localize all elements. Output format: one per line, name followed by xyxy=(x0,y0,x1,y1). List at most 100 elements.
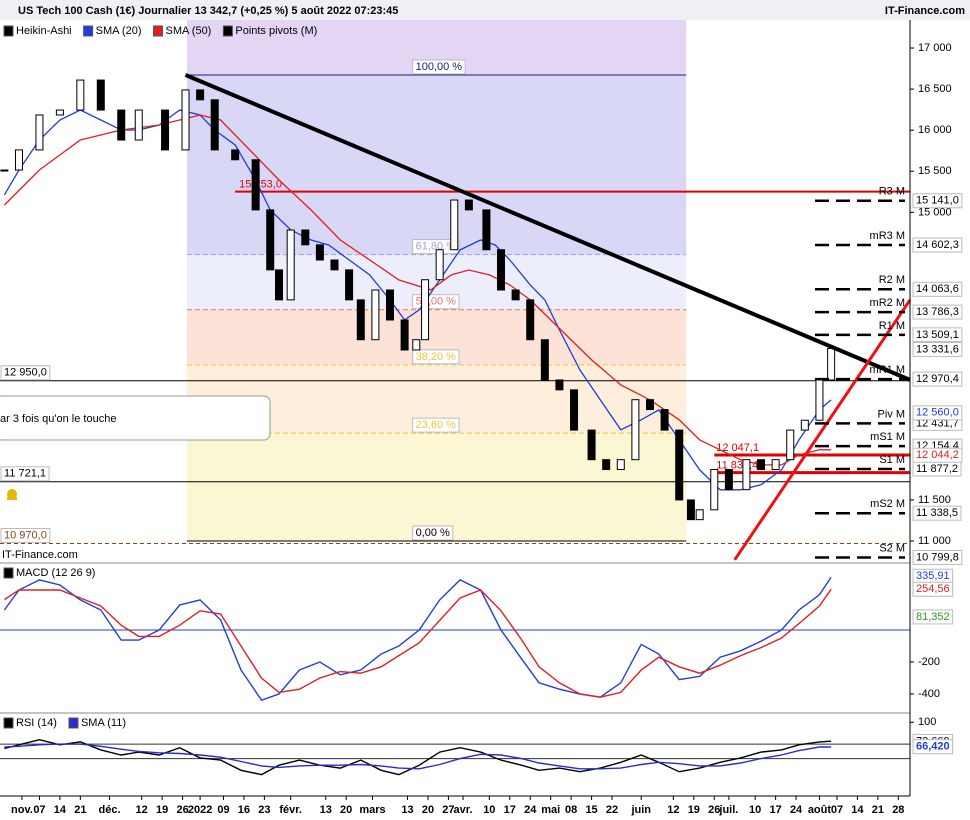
annotation-box xyxy=(0,395,271,441)
value-box: 100,00 % xyxy=(412,59,466,75)
value-box: 66,420 xyxy=(912,739,954,755)
fib-zone xyxy=(186,433,687,542)
candle xyxy=(660,409,669,431)
value-label: 12 950,0 xyxy=(4,367,47,379)
value-box-frame xyxy=(412,417,460,433)
x-tick-label: juin xyxy=(630,804,651,816)
value-box: 335,91 xyxy=(912,568,954,584)
value-label: 10 799,8 xyxy=(916,551,959,563)
value-box-frame xyxy=(912,609,954,625)
header-bar xyxy=(0,0,970,20)
candle xyxy=(540,339,549,381)
value-box: 13 509,1 xyxy=(912,327,963,343)
candle xyxy=(511,289,520,301)
x-tick-label: 23 xyxy=(258,804,270,816)
candle xyxy=(587,429,596,461)
candle xyxy=(464,199,473,211)
value-box: 12 950,0 xyxy=(0,365,51,381)
x-tick-label: 21 xyxy=(74,804,86,816)
x-tick-label: 13 xyxy=(401,804,413,816)
legend-swatch xyxy=(3,717,14,729)
candle xyxy=(301,229,310,246)
resistance-label: 15 253,0 xyxy=(239,178,282,190)
candle xyxy=(675,429,684,501)
x-tick-label: 12 xyxy=(136,804,148,816)
x-tick-label: 26 xyxy=(176,804,188,816)
candle xyxy=(210,99,219,151)
x-tick-label: août xyxy=(808,804,832,816)
value-box-frame xyxy=(912,447,963,463)
legend-label: MACD (12 26 9) xyxy=(16,567,95,579)
candle xyxy=(266,209,275,271)
value-box: 13 331,6 xyxy=(912,341,963,357)
value-label: 15 141,0 xyxy=(916,195,959,207)
legend-swatch xyxy=(68,717,79,729)
candle xyxy=(570,389,579,431)
value-box-frame xyxy=(0,527,51,543)
legend-label: RSI (14) xyxy=(16,717,57,729)
x-tick-label: 09 xyxy=(217,804,229,816)
candle xyxy=(450,199,459,251)
value-box: 12 560,0 xyxy=(912,405,963,421)
legend-label: Heikin-Ashi xyxy=(16,25,72,37)
x-tick-label: 27 xyxy=(442,804,454,816)
candle xyxy=(616,459,625,471)
value-label: 12 560,0 xyxy=(916,407,959,419)
x-tick-label: 24 xyxy=(524,804,537,816)
indicator-line xyxy=(3,576,832,701)
value-box-frame xyxy=(412,525,454,541)
legend-swatch xyxy=(3,567,14,579)
candle xyxy=(76,79,85,111)
x-tick-label: 2022 xyxy=(188,804,212,816)
candle xyxy=(161,109,170,151)
value-box: 81,352 xyxy=(912,609,954,625)
value-label: 11 721,1 xyxy=(4,468,46,480)
candle xyxy=(771,459,780,471)
x-tick-label: 17 xyxy=(504,804,516,816)
x-tick-label: févr. xyxy=(279,804,302,816)
candle xyxy=(181,89,190,151)
value-label: 14 063,6 xyxy=(916,283,959,295)
chart-title: US Tech 100 Cash (1€) Journalier 13 342,… xyxy=(18,5,398,17)
value-box: 50,00 % xyxy=(412,294,460,310)
value-box-frame xyxy=(912,405,963,421)
candle xyxy=(526,299,535,341)
candle xyxy=(482,209,491,251)
candle xyxy=(412,339,421,351)
value-box: 11 721,1 xyxy=(0,466,50,482)
candle xyxy=(815,379,824,421)
value-box-frame xyxy=(0,365,51,381)
candle xyxy=(497,249,506,291)
legend-label: SMA (50) xyxy=(166,25,212,37)
candle xyxy=(14,149,23,171)
candle xyxy=(345,269,354,301)
legend-label: SMA (20) xyxy=(96,25,142,37)
candle xyxy=(686,499,695,521)
x-tick-label: nov. xyxy=(11,804,33,816)
y-tick-label: 11 500 xyxy=(918,494,951,506)
sma-line xyxy=(3,114,832,466)
value-label: 12 044,2 xyxy=(916,449,959,461)
value-box-frame xyxy=(412,349,460,365)
y-tick-label: -400 xyxy=(918,688,940,700)
value-box-frame xyxy=(912,371,963,387)
value-label: 66,420 xyxy=(916,741,950,753)
y-tick-label: 15 000 xyxy=(918,206,952,218)
value-box: 12 970,4 xyxy=(912,371,963,387)
candle xyxy=(827,348,836,381)
annotation: ar 3 fois qu'on le touche xyxy=(0,395,271,441)
x-tick-label: 14 xyxy=(54,804,67,816)
x-tick-label: 22 xyxy=(606,804,618,816)
value-box-frame xyxy=(912,739,954,755)
value-box-frame xyxy=(412,59,466,75)
zone-label: 12 047,1 xyxy=(716,442,759,454)
x-tick-label: avr. xyxy=(454,804,473,816)
pivot-name: mR2 M xyxy=(870,297,905,309)
value-box: 10 799,8 xyxy=(912,549,963,565)
pivot-name: R3 M xyxy=(879,186,905,198)
value-box: 15 141,0 xyxy=(912,193,963,209)
value-label: 254,56 xyxy=(916,583,950,595)
legend-swatch xyxy=(153,25,163,37)
value-label: 14 602,3 xyxy=(916,239,959,251)
x-tick-label: 12 xyxy=(667,804,679,816)
